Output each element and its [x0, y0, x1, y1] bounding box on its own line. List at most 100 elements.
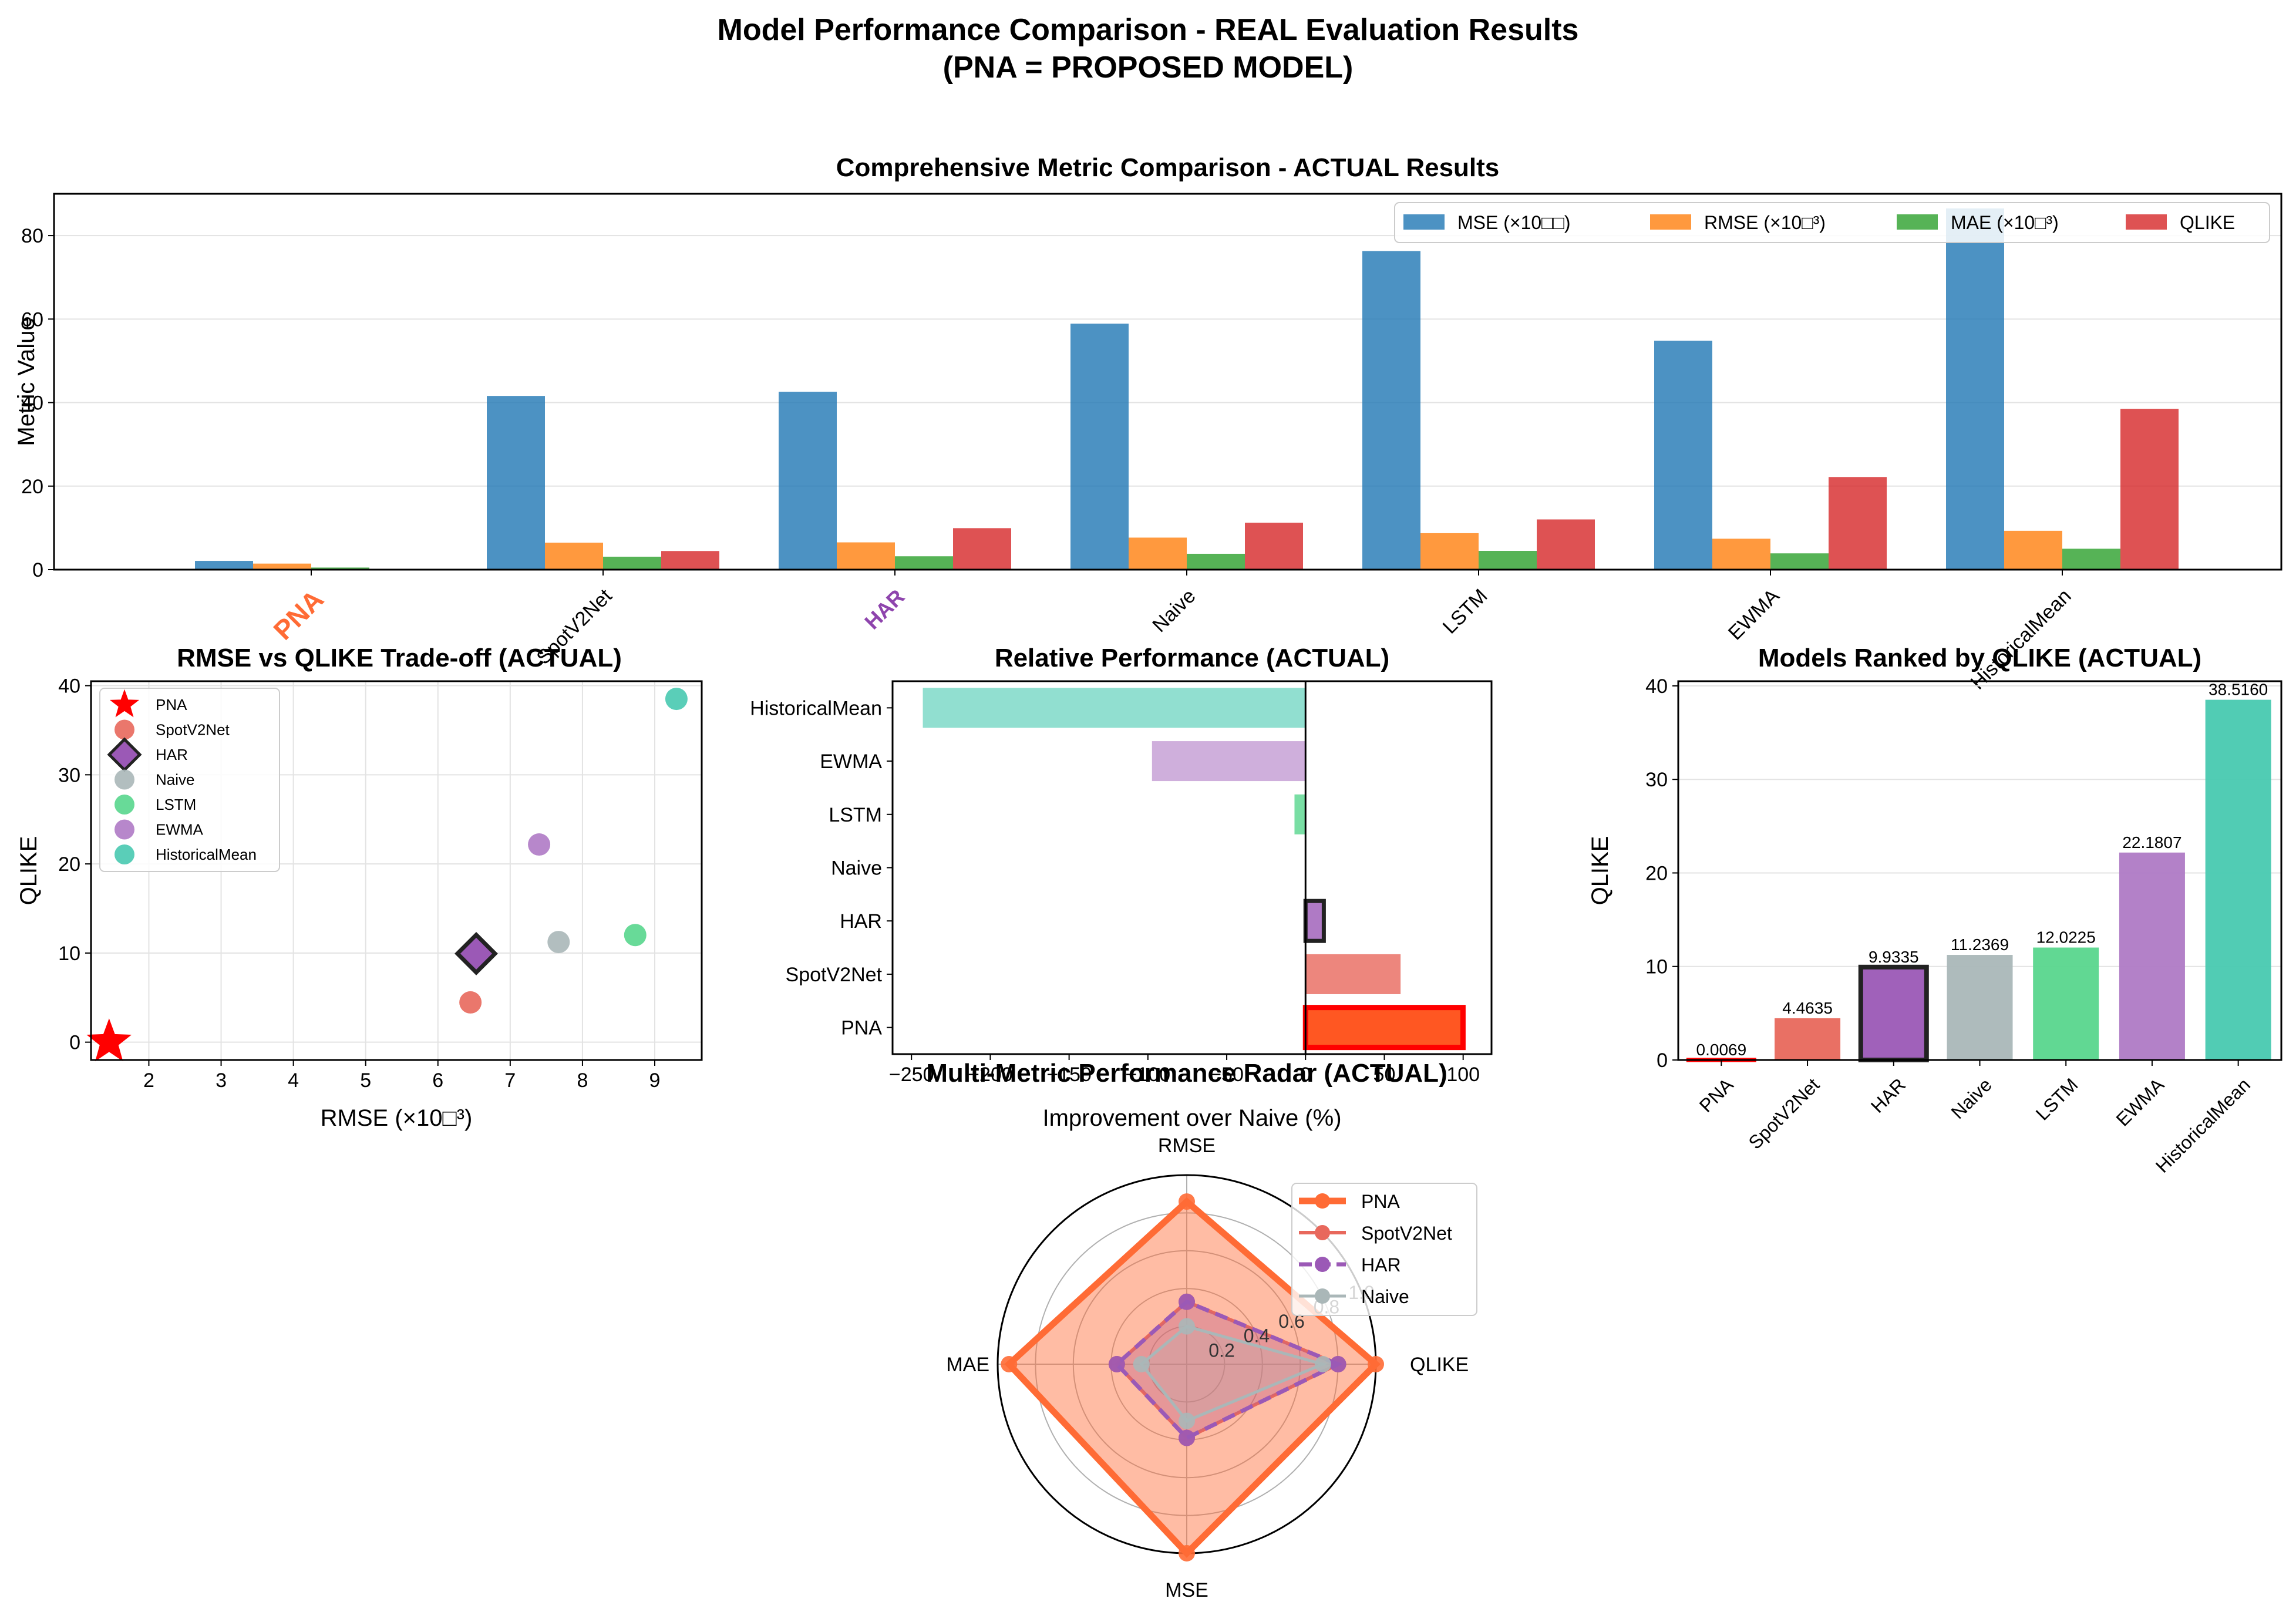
legend-marker-EWMA: [115, 819, 134, 840]
bar-HAR-QLIKE: [953, 528, 1011, 570]
point-HAR: [455, 931, 498, 975]
legend-marker-SpotV2Net: [1315, 1225, 1330, 1240]
bar-Naive: [1947, 955, 2013, 1060]
grouped-bar-chart: Comprehensive Metric Comparison - ACTUAL…: [14, 153, 2282, 694]
radar-point-Naive: [1133, 1356, 1150, 1372]
legend-label-HistoricalMean: HistoricalMean: [156, 846, 257, 863]
legend-label-LSTM: LSTM: [156, 796, 196, 813]
chart-title: Models Ranked by QLIKE (ACTUAL): [1758, 644, 2201, 672]
x-tick-label: 6: [432, 1069, 443, 1092]
legend-label-EWMA: EWMA: [156, 821, 204, 839]
radar-axis-label-QLIKE: QLIKE: [1410, 1354, 1469, 1376]
x-axis-label: Improvement over Naive (%): [1042, 1105, 1341, 1131]
bar-SpotV2Net: [1775, 1018, 1841, 1060]
y-tick-label: 10: [58, 943, 80, 965]
chart-title: Multi-Metric Performance Radar (ACTUAL): [926, 1059, 1447, 1088]
bar-Naive-RMSE: [1129, 537, 1187, 570]
legend-swatch-1: [1650, 214, 1691, 230]
bar-HistoricalMean-QLIKE: [2120, 409, 2179, 570]
y-tick-label: 0: [69, 1032, 80, 1054]
legend-box: [1291, 1183, 1477, 1316]
radar-point-HAR: [1179, 1293, 1195, 1310]
y-tick-label-LSTM: LSTM: [829, 804, 882, 826]
radar-point-PNA: [1179, 1193, 1195, 1210]
bar-HistoricalMean-MAE: [2062, 548, 2120, 570]
radar-axis-label-MAE: MAE: [946, 1354, 989, 1376]
point-Naive: [547, 931, 570, 954]
x-tick-label-PNA: PNA: [267, 584, 329, 645]
legend-box: [1394, 202, 2270, 243]
point-SpotV2Net: [459, 991, 482, 1014]
x-tick-label: −50: [1210, 1064, 1244, 1086]
x-tick-label: −150: [1046, 1064, 1092, 1086]
plot-frame: [53, 193, 2282, 571]
x-tick-label: 2: [143, 1069, 154, 1092]
legend-label-1: RMSE (×10□³): [1704, 212, 1826, 233]
x-tick-label: 9: [649, 1069, 661, 1092]
plot-frame: [891, 680, 1493, 1055]
y-tick-label-PNA: PNA: [841, 1017, 882, 1039]
data-label-HistoricalMean: 38.5160: [2209, 681, 2268, 699]
data-label-PNA: 0.0069: [1696, 1041, 1747, 1059]
x-tick-label: 100: [1446, 1064, 1480, 1086]
legend-marker-HistoricalMean: [115, 844, 134, 864]
bar-SpotV2Net-QLIKE: [661, 551, 719, 570]
radar-point-Naive: [1179, 1412, 1195, 1429]
legend-label-HAR: HAR: [156, 746, 188, 763]
bar-LSTM-QLIKE: [1537, 519, 1595, 570]
chart-title: Comprehensive Metric Comparison - ACTUAL…: [836, 153, 1500, 182]
y-tick-label: 60: [21, 308, 43, 331]
ranked-qlike-chart: 0 10 20 30 40 0.0069 PNA 4.4635 SpotV2Net 9.9335 H…: [1587, 644, 2282, 1177]
bar-Naive-MAE: [1187, 553, 1245, 570]
y-tick-label: 40: [21, 392, 43, 415]
radar-point-HAR: [1329, 1356, 1346, 1372]
bar-SpotV2Net-MSE: [487, 396, 545, 570]
x-tick-label-SpotV2Net: SpotV2Net: [1745, 1074, 1824, 1153]
x-tick-label: 3: [216, 1069, 227, 1092]
legend-box: [99, 688, 280, 872]
bar-LSTM-RMSE: [1420, 533, 1479, 570]
radar-point-PNA: [1179, 1545, 1195, 1561]
point-PNA: [86, 1018, 132, 1062]
bar-EWMA: [2119, 852, 2185, 1060]
y-tick-label: 30: [58, 764, 80, 786]
bar-LSTM-MSE: [1362, 251, 1420, 570]
bar-EWMA-QLIKE: [1829, 477, 1887, 570]
bar-HAR-RMSE: [837, 542, 895, 570]
legend-swatch-3: [2126, 214, 2167, 230]
y-tick-label: 0: [32, 559, 43, 581]
legend: MSE (×10□□) RMSE (×10□³) MAE (×10□³) QLIKE: [1394, 202, 2270, 243]
y-tick-label-EWMA: EWMA: [820, 751, 882, 773]
x-tick-label: 8: [577, 1069, 588, 1092]
x-tick-label: −100: [1126, 1064, 1171, 1086]
bar-HAR-MSE: [779, 392, 837, 570]
y-tick-label: 30: [1645, 769, 1668, 791]
radar-axis-label-MSE: MSE: [1165, 1579, 1208, 1601]
x-tick-label-PNA: PNA: [1695, 1073, 1738, 1116]
legend-label-Naive: Naive: [1361, 1286, 1409, 1307]
x-tick-label-LSTM: LSTM: [1439, 585, 1492, 638]
x-tick-label-HAR: HAR: [1867, 1074, 1910, 1117]
legend-label-HAR: HAR: [1361, 1254, 1401, 1276]
figure-title-line1: Model Performance Comparison - REAL Eval…: [718, 13, 1579, 47]
bar-LSTM: [2033, 947, 2099, 1060]
radar-point-Naive: [1179, 1318, 1195, 1335]
bar-HAR-MAE: [895, 556, 953, 570]
data-label-Naive: 11.2369: [1951, 935, 2009, 954]
legend-marker-PNA: [1315, 1193, 1330, 1209]
x-tick-label: −200: [968, 1064, 1013, 1086]
legend-swatch-2: [1897, 214, 1938, 230]
bar-HistoricalMean: [2205, 699, 2271, 1060]
radar-point-HAR: [1108, 1356, 1125, 1372]
plot-frame: [1677, 680, 2282, 1061]
y-axis-label: QLIKE: [16, 836, 42, 906]
radar-chart: 0.20.40.60.81.0QLIKERMSEMAEMSEMulti-Metr…: [926, 1059, 1477, 1601]
bar-EWMA-MAE: [1770, 553, 1829, 570]
relative-performance-chart: −250 −200 −150 −100 −50 0 50 100 PNA SpotV2Net HAR…: [750, 644, 1493, 1131]
x-tick-label-Naive: Naive: [1947, 1074, 1996, 1123]
y-tick-label: 20: [1645, 862, 1668, 884]
bar-SpotV2Net-MAE: [603, 556, 661, 570]
point-EWMA: [528, 833, 551, 856]
radar-point-Naive: [1314, 1356, 1331, 1372]
radar-point-PNA: [1368, 1356, 1384, 1372]
